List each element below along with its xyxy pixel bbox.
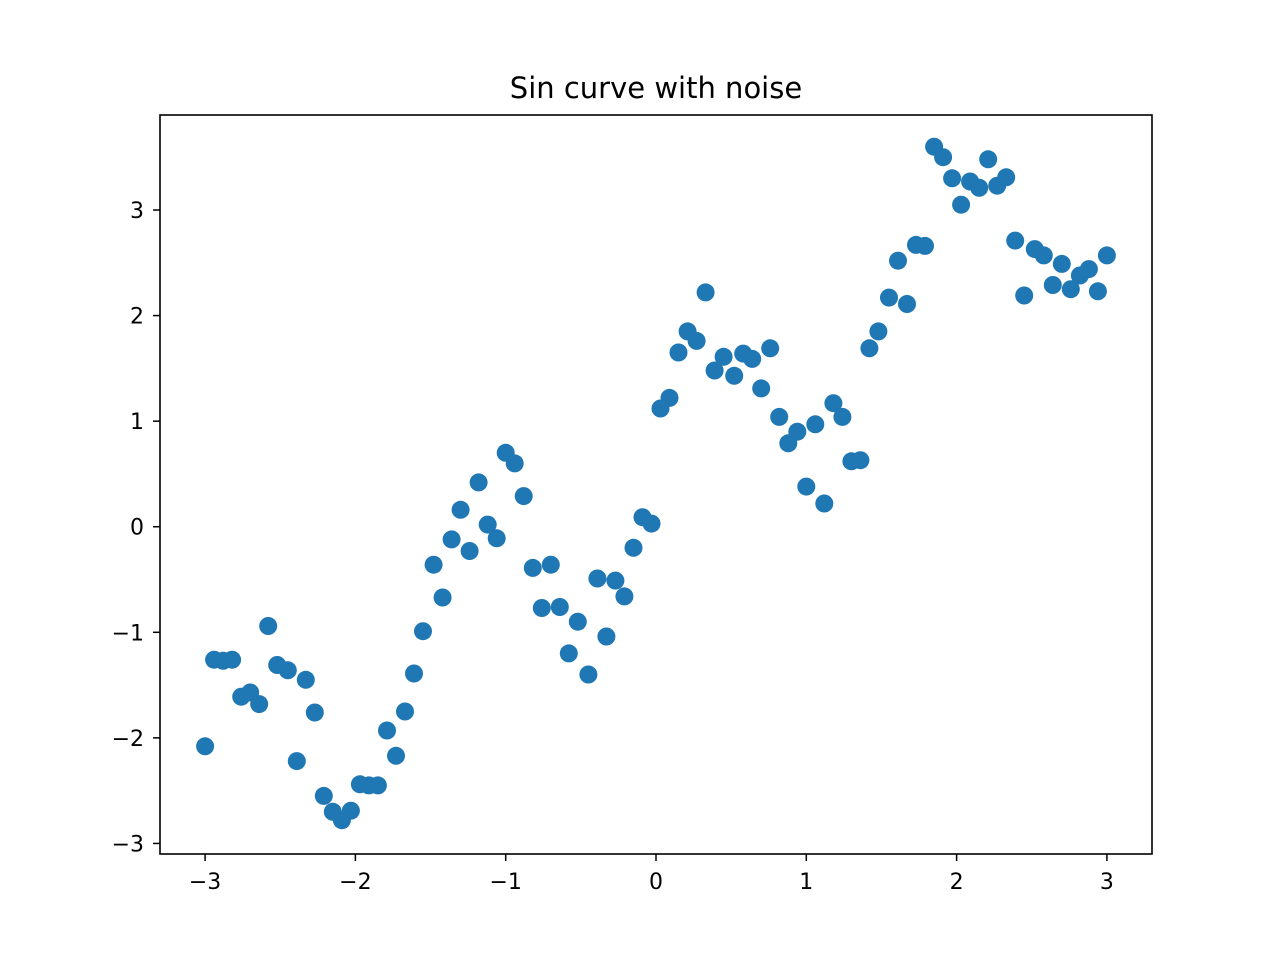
data-point xyxy=(588,569,607,588)
y-tick-label: 2 xyxy=(130,305,144,330)
data-point xyxy=(1097,246,1116,265)
data-point xyxy=(880,288,898,307)
y-tick-label: 3 xyxy=(130,199,144,224)
data-point xyxy=(1006,231,1025,250)
y-tick-label: 0 xyxy=(130,516,144,541)
data-point xyxy=(541,555,560,574)
data-point xyxy=(451,500,470,519)
data-point xyxy=(725,366,744,385)
data-point xyxy=(898,295,916,313)
y-tick-label: −3 xyxy=(112,832,144,857)
data-point xyxy=(979,150,998,169)
x-tick-label: −2 xyxy=(339,870,371,895)
data-point xyxy=(1015,286,1034,305)
data-point xyxy=(414,622,432,641)
data-point xyxy=(797,477,816,496)
data-point xyxy=(1088,282,1107,301)
data-point xyxy=(278,661,297,680)
data-point xyxy=(815,494,834,513)
data-point xyxy=(860,339,879,358)
data-point xyxy=(287,752,306,771)
y-tick-label: 1 xyxy=(130,410,144,435)
x-tick-label: −1 xyxy=(489,870,521,895)
data-point xyxy=(532,599,551,617)
data-point xyxy=(1052,254,1071,273)
data-point xyxy=(624,538,643,557)
data-point xyxy=(579,665,598,684)
data-point xyxy=(806,415,825,434)
data-point xyxy=(460,542,479,560)
data-point xyxy=(341,801,360,820)
data-point xyxy=(851,451,870,470)
data-point xyxy=(642,514,661,533)
x-tick-label: 2 xyxy=(950,870,964,895)
data-point xyxy=(442,530,461,549)
data-point xyxy=(368,776,387,795)
data-point xyxy=(714,347,733,366)
data-point xyxy=(559,644,578,663)
data-point xyxy=(1043,276,1062,294)
data-point xyxy=(433,588,452,607)
data-point xyxy=(514,487,533,506)
data-point xyxy=(824,394,843,413)
data-point xyxy=(424,555,443,574)
y-axis: −3 −2 −1 0 1 2 3 xyxy=(112,199,160,857)
data-point xyxy=(469,473,488,492)
data-point xyxy=(615,587,634,606)
data-point xyxy=(997,168,1016,187)
data-point xyxy=(1061,280,1080,299)
data-point xyxy=(378,721,396,740)
data-point xyxy=(223,650,242,669)
data-point xyxy=(660,388,679,407)
data-point xyxy=(505,454,524,473)
data-point xyxy=(916,236,934,255)
data-point xyxy=(669,343,688,362)
x-tick-label: 1 xyxy=(799,870,813,895)
data-point xyxy=(314,786,333,805)
data-point xyxy=(833,407,852,426)
data-point xyxy=(788,422,807,441)
data-point xyxy=(305,703,324,722)
data-point xyxy=(296,670,315,689)
data-point xyxy=(743,349,762,368)
data-point xyxy=(259,617,278,635)
data-point xyxy=(396,702,414,721)
data-point xyxy=(606,571,625,590)
data-point xyxy=(523,558,542,577)
x-tick-label: 3 xyxy=(1100,870,1114,895)
data-point xyxy=(952,195,971,214)
data-point xyxy=(770,407,789,426)
data-point xyxy=(1034,246,1053,265)
x-axis: −3 −2 −1 0 1 2 3 xyxy=(189,854,1114,895)
data-point xyxy=(687,331,706,350)
data-point xyxy=(387,746,405,765)
data-point xyxy=(478,515,497,534)
data-point xyxy=(487,529,506,548)
chart-title: Sin curve with noise xyxy=(510,71,802,105)
data-point xyxy=(597,627,616,646)
plot-frame xyxy=(159,114,1153,855)
data-point xyxy=(250,695,269,714)
y-tick-label: −1 xyxy=(112,621,144,646)
data-point xyxy=(550,598,569,616)
y-tick-label: −2 xyxy=(112,727,144,752)
data-point xyxy=(752,379,771,398)
x-tick-label: −3 xyxy=(189,870,221,895)
data-point xyxy=(568,612,587,631)
data-point xyxy=(889,251,907,270)
data-point xyxy=(405,664,423,683)
x-tick-label: 0 xyxy=(649,870,663,895)
data-point xyxy=(196,737,215,756)
data-point xyxy=(970,178,989,197)
data-point xyxy=(696,283,715,302)
data-point xyxy=(705,361,724,380)
data-point xyxy=(943,169,962,188)
data-point xyxy=(934,148,953,167)
data-point xyxy=(1079,260,1098,279)
data-point xyxy=(869,322,888,341)
data-points xyxy=(196,137,1116,830)
data-point xyxy=(761,339,780,358)
